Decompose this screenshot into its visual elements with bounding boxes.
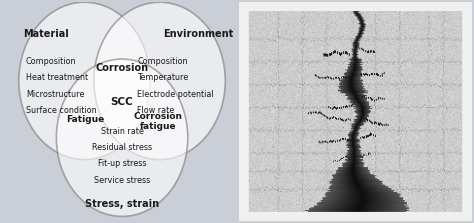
Text: Service stress: Service stress: [94, 176, 150, 185]
Ellipse shape: [19, 2, 150, 160]
Text: Composition: Composition: [137, 57, 188, 66]
Text: Electrode potential: Electrode potential: [137, 89, 214, 99]
Text: Stress, strain: Stress, strain: [85, 199, 159, 209]
Ellipse shape: [56, 59, 188, 216]
Text: Heat treatment: Heat treatment: [26, 73, 88, 82]
Text: Material: Material: [23, 29, 69, 39]
Ellipse shape: [94, 2, 225, 160]
Text: Strain rate: Strain rate: [100, 127, 144, 136]
Text: Microstructure: Microstructure: [26, 89, 84, 99]
Text: Environment: Environment: [163, 29, 233, 39]
Text: Flow rate: Flow rate: [137, 106, 174, 115]
Text: Fit-up stress: Fit-up stress: [98, 159, 146, 168]
Text: Fatigue: Fatigue: [66, 115, 105, 124]
Text: Composition: Composition: [26, 57, 76, 66]
Text: Temperature: Temperature: [137, 73, 189, 82]
Text: Corrosion: Corrosion: [95, 63, 149, 73]
Text: Surface condition: Surface condition: [26, 106, 97, 115]
Text: Corrosion
fatigue: Corrosion fatigue: [134, 112, 183, 131]
Text: SCC: SCC: [111, 97, 133, 107]
Text: Residual stress: Residual stress: [92, 143, 152, 152]
